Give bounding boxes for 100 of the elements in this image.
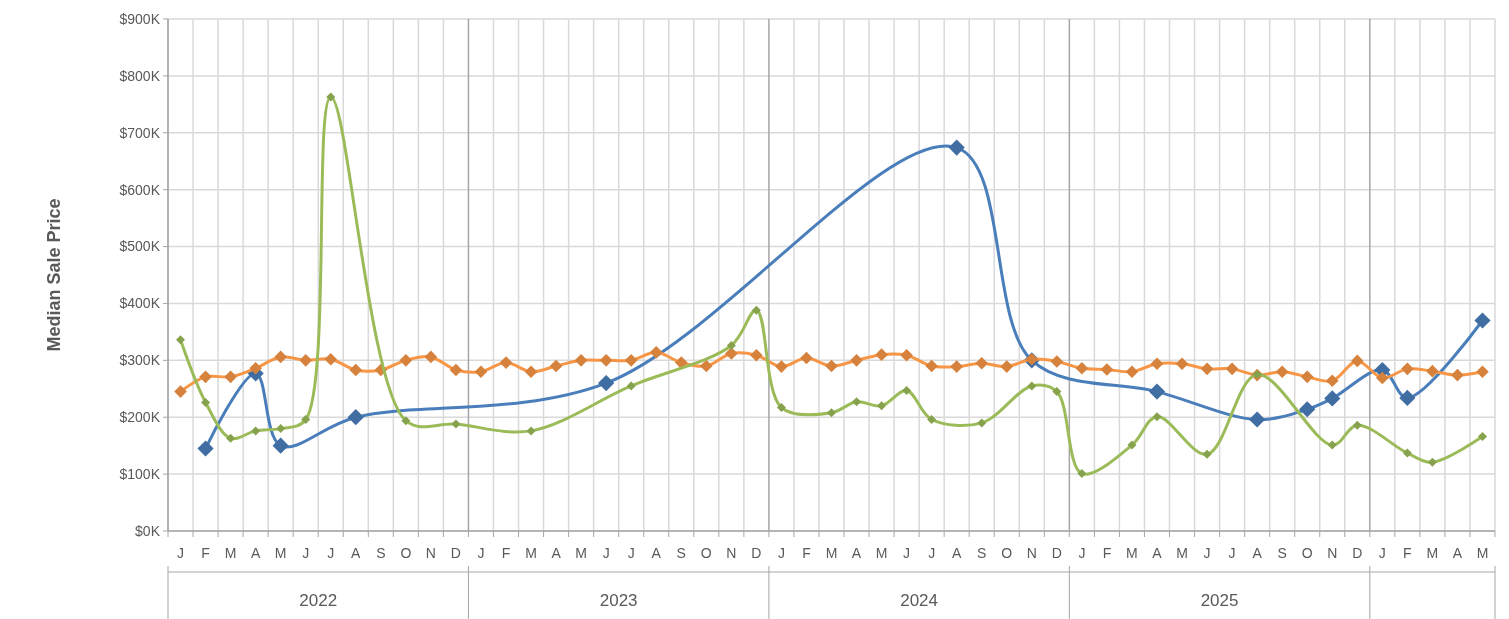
y-tick-label: $100K [119,466,161,483]
x-tick-label: M [1126,545,1138,561]
point [1027,381,1037,391]
point [349,363,363,377]
x-tick-label: O [1301,545,1313,561]
point [775,360,788,373]
point [1376,371,1389,385]
x-tick-label: J [1228,545,1236,561]
y-tick-label: $0K [135,522,161,539]
point [1426,364,1439,378]
point [474,365,488,379]
point [1402,448,1412,458]
point [750,348,763,362]
point [1451,368,1464,382]
point [449,363,463,377]
x-tick-label: A [250,545,261,561]
point [1125,365,1139,379]
point [624,354,638,367]
point [199,370,212,384]
point [1474,312,1491,329]
point [451,419,461,429]
x-tick-label: F [1403,545,1412,561]
x-tick-label: M [1426,545,1439,561]
point [950,360,963,373]
point [274,350,287,364]
x-tick-label: D [450,545,461,561]
x-tick-label: J [903,545,911,561]
point [1148,383,1166,400]
x-tick-label: F [1102,545,1112,561]
text: 2025 [1200,591,1239,610]
x-tick-label: J [602,545,610,561]
point [549,359,563,373]
x-tick-label: M [875,545,888,561]
x-tick-label: M [224,545,237,561]
y-tick-label: $800K [119,67,161,84]
point [599,354,613,367]
point [272,437,289,454]
x-tick-label: N [1327,545,1338,561]
x-tick-label: S [376,545,386,561]
point [224,370,237,384]
x-tick-label: D [1352,545,1363,561]
x-tick-label: J [302,545,310,561]
x-tick-label: O [1001,545,1013,561]
x-tick-label: J [928,545,936,561]
point [674,356,688,369]
point [1401,362,1414,376]
x-tick-label: M [525,545,537,561]
point [526,426,536,436]
point [1050,355,1064,368]
text: 2023 [599,591,638,610]
point [399,354,413,367]
point [347,409,364,426]
x-tick-label: A [551,545,562,561]
y-tick-label: $600K [119,181,161,198]
point [1477,432,1487,442]
point [401,416,411,426]
point [900,348,913,362]
point [1249,411,1266,428]
x-tick-label: M [575,545,587,561]
x-tick-label: S [977,545,987,561]
x-tick-label: D [751,545,762,561]
x-tick-label: J [477,545,485,561]
point [1100,363,1114,376]
x-tick-label: J [777,545,785,561]
x-tick-label: J [1078,545,1086,561]
x-tick-label: F [802,545,811,561]
point [276,424,286,434]
x-tick-label: J [1378,545,1386,561]
y-tick-label: $900K [119,10,161,27]
point [174,385,187,398]
point [574,354,588,367]
point [1427,457,1437,467]
x-tick-label: F [501,545,511,561]
point [598,374,615,392]
x-tick-label: D [1051,545,1062,561]
point [1077,469,1087,479]
y-axis-title: Median Sale Price [44,198,64,352]
point [877,401,887,411]
y-tick-label: $700K [119,124,161,141]
point [751,305,761,315]
point [902,385,912,395]
point [299,354,313,367]
x-tick-label: O [400,545,412,561]
point [948,139,965,156]
point [499,356,513,369]
point [1300,370,1314,384]
point [197,440,214,457]
point [825,359,838,373]
point [201,397,211,407]
x-tick-label: M [274,545,287,561]
y-tick-label: $200K [119,409,161,426]
text: 2022 [299,591,338,610]
point [524,365,538,379]
point [800,351,813,365]
point [875,348,888,361]
point [324,352,338,366]
x-tick-label: A [851,545,862,561]
x-tick-label: M [1476,545,1489,561]
point [827,408,836,418]
point [251,426,261,436]
